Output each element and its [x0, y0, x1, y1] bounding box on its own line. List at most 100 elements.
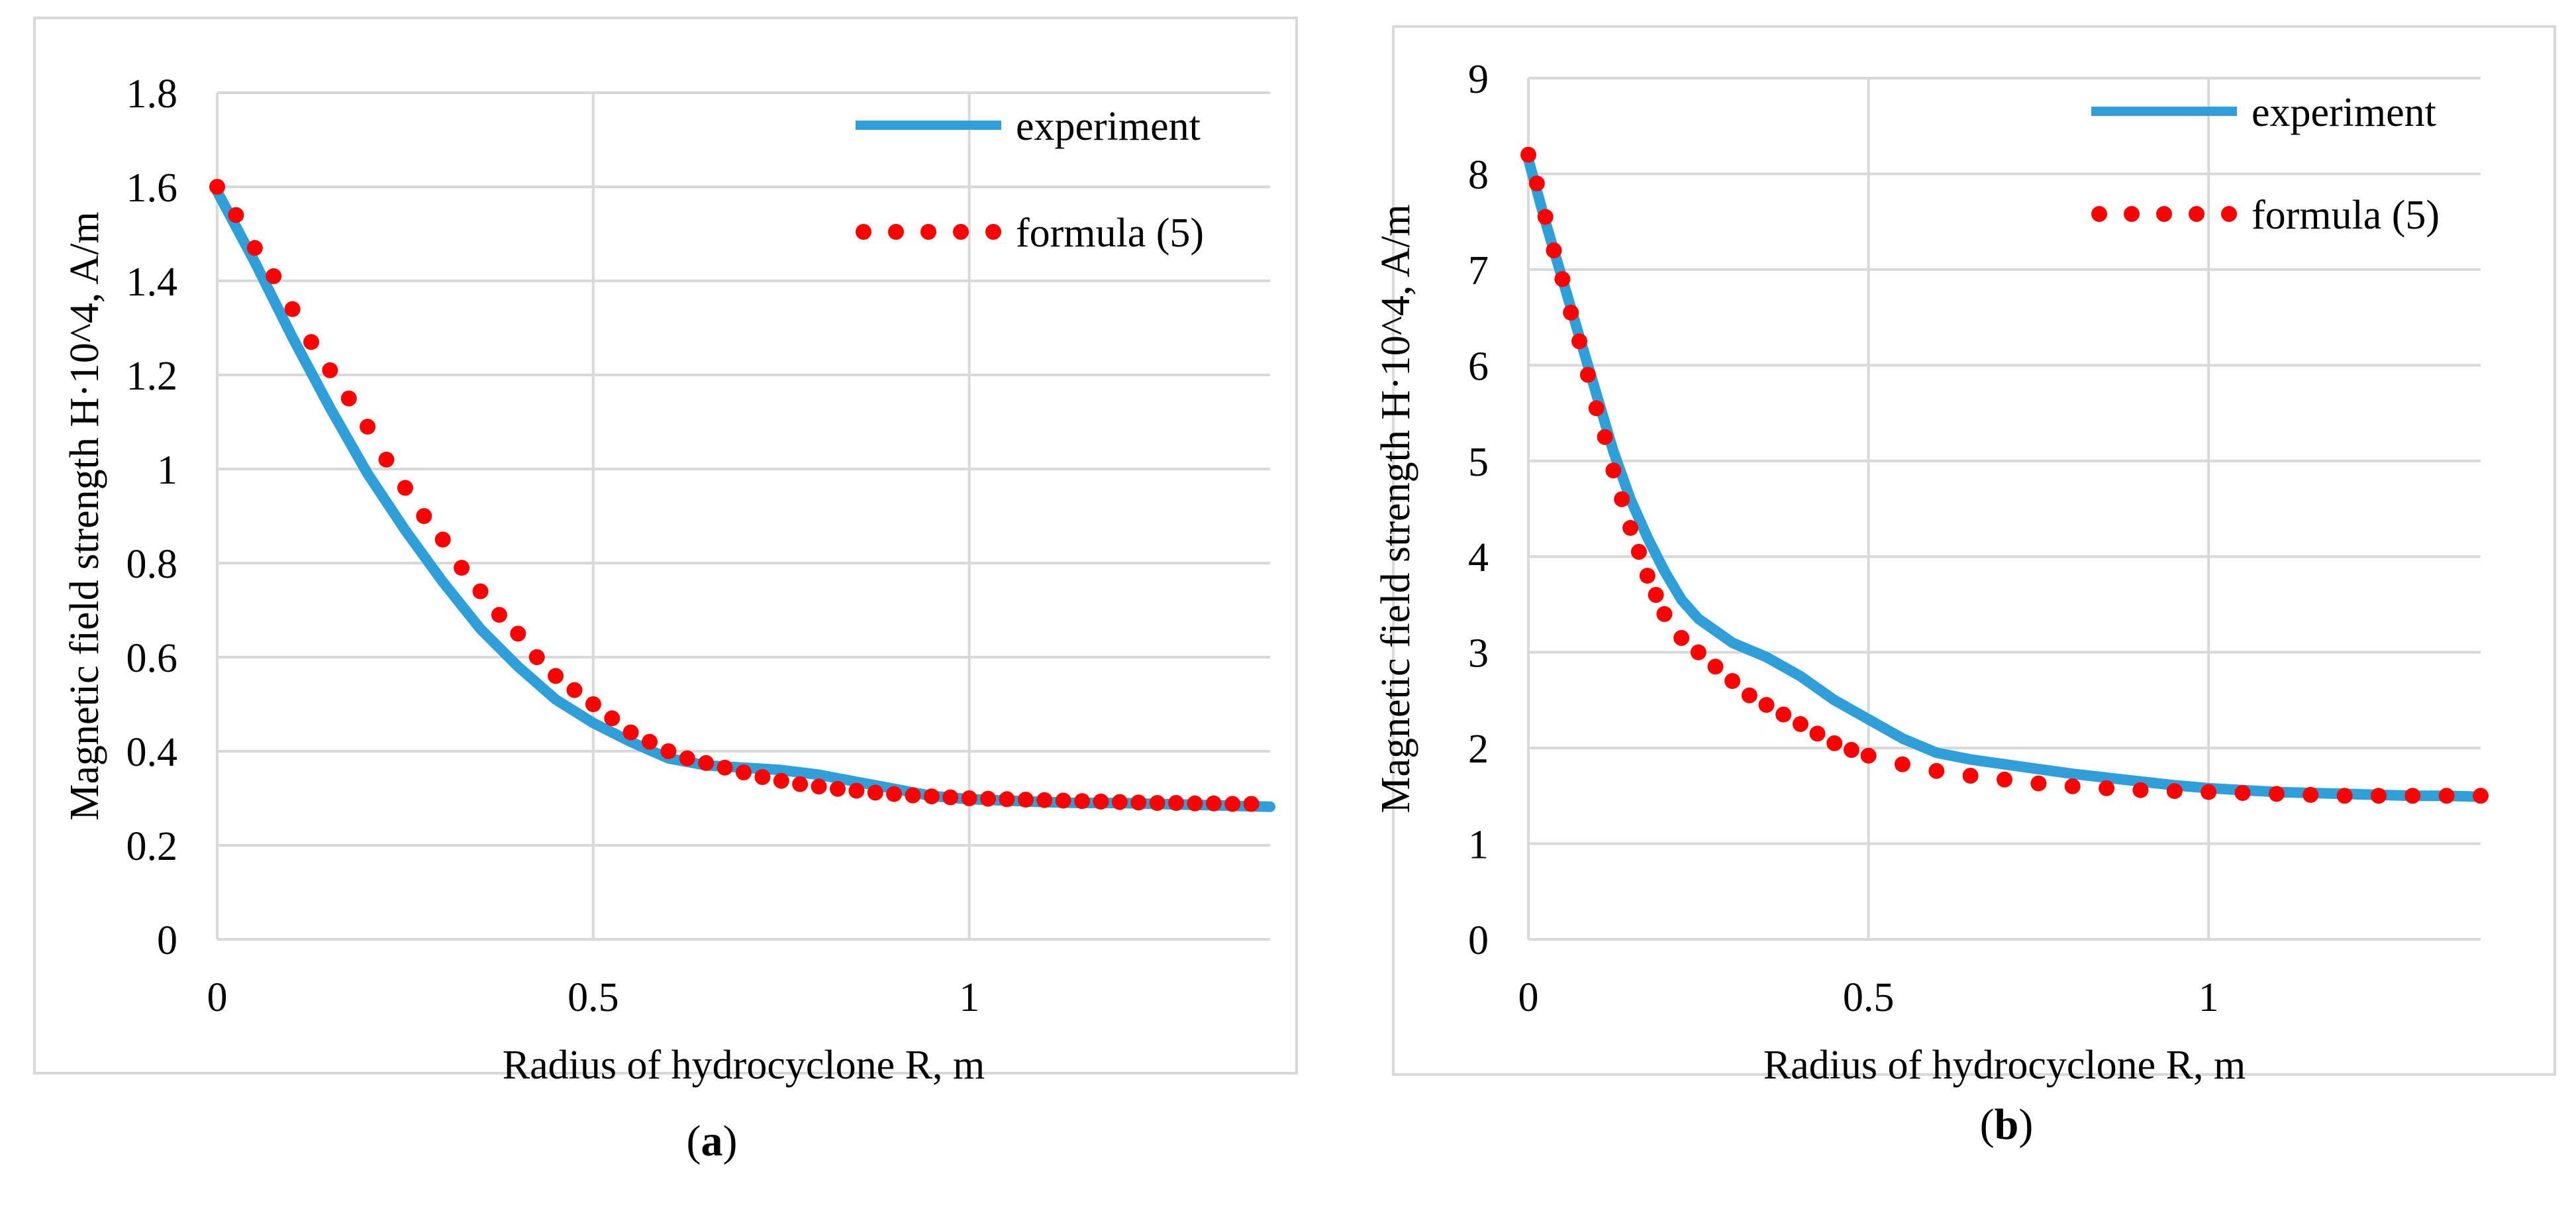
- series-point-formula: [642, 733, 658, 750]
- series-point-formula: [622, 724, 639, 741]
- series-point-formula: [1928, 762, 1945, 779]
- series-point-formula: [2370, 788, 2387, 804]
- series-point-formula: [491, 607, 507, 623]
- chart-a: 0 0.2 0.4 0.6 0.8 1 1.2 1.4 1.6 1.8 0 0.5 1 Radius of…: [33, 17, 1298, 1088]
- x-tick-label: 1: [2199, 975, 2219, 1020]
- y-tick-label: 0.8: [126, 542, 178, 587]
- y-tick-label: 1.8: [126, 72, 178, 117]
- series-point-formula: [942, 789, 959, 806]
- series-point-formula: [811, 778, 827, 795]
- series-point-formula: [1597, 429, 1613, 445]
- series-point-formula: [340, 390, 357, 407]
- legend-label-formula: formula (5): [1016, 211, 1204, 256]
- series-point-formula: [1860, 747, 1877, 764]
- series-point-formula: [378, 451, 395, 468]
- legend-swatch-formula: [2221, 206, 2237, 222]
- series-point-formula: [905, 787, 921, 804]
- series-point-formula: [2030, 775, 2047, 792]
- y-axis-title: Magnetic field strength H·10^4, A/m: [1373, 204, 1418, 813]
- series-point-formula: [454, 560, 470, 576]
- legend-label-experiment: experiment: [1016, 104, 1201, 149]
- series-point-formula: [1648, 587, 1664, 603]
- series-point-formula: [1605, 462, 1622, 479]
- series-point-formula: [1243, 796, 1260, 812]
- series-point-formula: [246, 240, 263, 256]
- series-point-formula: [266, 268, 282, 284]
- series-point-formula: [1093, 794, 1109, 810]
- y-tick-label: 0.4: [126, 730, 178, 775]
- series-point-formula: [848, 782, 865, 799]
- series-point-formula: [1622, 519, 1639, 536]
- series-point-formula: [1997, 771, 2012, 788]
- series-point-formula: [1690, 644, 1707, 660]
- legend-swatch-formula: [2156, 206, 2172, 222]
- legend-swatch-formula: [2124, 206, 2140, 222]
- series-point-formula: [510, 625, 526, 642]
- series-point-formula: [1843, 742, 1859, 758]
- caption-a: (a): [686, 1117, 738, 1165]
- series-point-formula: [1809, 725, 1826, 742]
- y-tick-label: 1.6: [126, 166, 178, 211]
- series-point-formula: [1579, 366, 1596, 383]
- series-point-formula: [2234, 785, 2251, 801]
- series-point-formula: [1554, 271, 1571, 288]
- y-tick-label: 0.2: [126, 824, 178, 869]
- series-point-formula: [679, 750, 695, 766]
- legend-swatch-formula: [856, 224, 871, 240]
- series-point-formula: [698, 755, 715, 771]
- series-point-formula: [1741, 687, 1758, 704]
- y-tick-label: 8: [1468, 152, 1489, 197]
- series-point-formula: [1962, 768, 1979, 784]
- y-tick-label: 0: [157, 918, 177, 963]
- series-point-formula: [548, 668, 564, 684]
- y-tick-label: 0: [1468, 918, 1489, 963]
- series-point-formula: [1224, 796, 1241, 812]
- series-point-formula: [2201, 784, 2217, 800]
- series-point-formula: [1036, 792, 1053, 808]
- series-point-formula: [360, 419, 376, 435]
- series-point-formula: [717, 759, 733, 776]
- series-point-formula: [472, 583, 489, 600]
- series-point-formula: [1074, 793, 1091, 810]
- series-point-formula: [1775, 706, 1792, 723]
- series-point-formula: [1656, 605, 1673, 622]
- series-point-formula: [528, 649, 545, 665]
- series-point-formula: [980, 790, 997, 807]
- x-axis-title: Radius of hydrocyclone R, m: [503, 1043, 985, 1088]
- chart-b: 0 1 2 3 4 5 6 7 8 9 0 0.5 1 Radius of hydrocyclone R,…: [1373, 25, 2556, 1088]
- legend-swatch-formula: [920, 224, 936, 240]
- y-tick-label: 6: [1468, 344, 1489, 389]
- series-point-formula: [1537, 209, 1554, 225]
- series-point-formula: [1639, 568, 1656, 584]
- y-tick-label: 0.6: [126, 636, 178, 681]
- series-point-formula: [1673, 630, 1690, 646]
- y-tick-label: 7: [1468, 248, 1489, 293]
- legend-swatch-formula: [2091, 206, 2107, 222]
- chart-frame: [33, 17, 1298, 1075]
- series-point-formula: [1017, 792, 1034, 808]
- y-tick-label: 3: [1468, 631, 1489, 676]
- series-point-formula: [1111, 794, 1128, 810]
- series-point-formula: [209, 179, 225, 195]
- series-point-formula: [1149, 795, 1165, 812]
- series-point-formula: [1055, 792, 1071, 809]
- y-tick-label: 9: [1468, 57, 1489, 102]
- series-point-formula: [2336, 788, 2353, 804]
- series-point-formula: [416, 508, 432, 524]
- series-point-formula: [1630, 544, 1647, 560]
- series-point-formula: [660, 743, 677, 759]
- series-point-formula: [1168, 795, 1184, 812]
- series-point-formula: [604, 710, 620, 727]
- series-point-formula: [434, 531, 451, 548]
- series-point-formula: [1520, 146, 1536, 163]
- series-point-formula: [1826, 735, 1843, 751]
- y-tick-label: 2: [1468, 727, 1489, 772]
- series-point-formula: [1758, 697, 1775, 713]
- series-point-formula: [2404, 788, 2421, 804]
- series-point-formula: [736, 764, 752, 780]
- series-point-formula: [1792, 716, 1808, 732]
- chart-frame: [1392, 25, 2556, 1076]
- series-line-experiment: [1523, 154, 2486, 802]
- legend-swatch-formula: [953, 224, 969, 240]
